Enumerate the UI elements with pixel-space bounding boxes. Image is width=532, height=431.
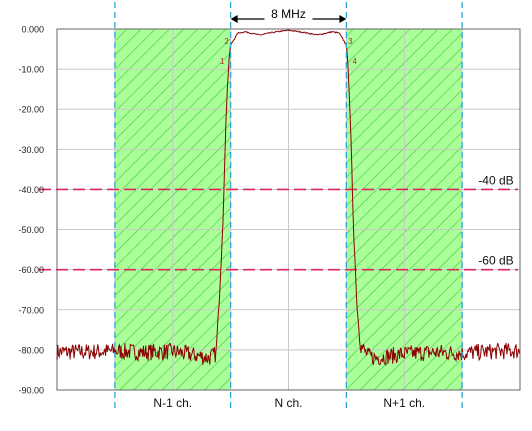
spectrum-trace: [56, 29, 521, 367]
label-layer: 0.000 -10.00 -20.00 -30.00 -40.00 -50.00 -60.0…: [18, 6, 514, 410]
y-tick-label: -20.00: [18, 105, 44, 115]
y-tick-label: -80.00: [18, 345, 44, 355]
marker-label: 4: [352, 57, 357, 66]
bandwidth-arrowhead-right: [339, 15, 347, 23]
y-tick-label: 0.000: [21, 25, 44, 35]
y-tick-label: -50.00: [18, 225, 44, 235]
channel-label: N ch.: [274, 396, 302, 410]
marker-label: 1: [220, 57, 225, 66]
reference-line-label: -60 dB: [478, 254, 513, 268]
reference-line-layer: [39, 188, 518, 271]
y-tick-label: -10.00: [18, 65, 44, 75]
trace-layer: 1 2 3 4: [56, 29, 521, 367]
y-tick-label: -90.00: [18, 386, 44, 396]
y-tick-label: -70.00: [18, 305, 44, 315]
channel-label: N+1 ch.: [383, 396, 425, 410]
bandwidth-label-bg: [264, 6, 313, 21]
plot-frame: [56, 28, 521, 391]
marker-label: 2: [224, 37, 229, 46]
y-tick-label: -60.00: [18, 265, 44, 275]
y-tick-label: -40.00: [18, 185, 44, 195]
bandwidth-label: 8 MHz: [271, 7, 306, 21]
marker-label: 3: [348, 37, 353, 46]
reference-line-label: -40 dB: [478, 173, 513, 187]
channel-boundary-layer: [114, 2, 463, 412]
channel-label: N-1 ch.: [153, 396, 192, 410]
bandwidth-arrowhead-left: [230, 15, 238, 23]
y-tick-label: -30.00: [18, 145, 44, 155]
